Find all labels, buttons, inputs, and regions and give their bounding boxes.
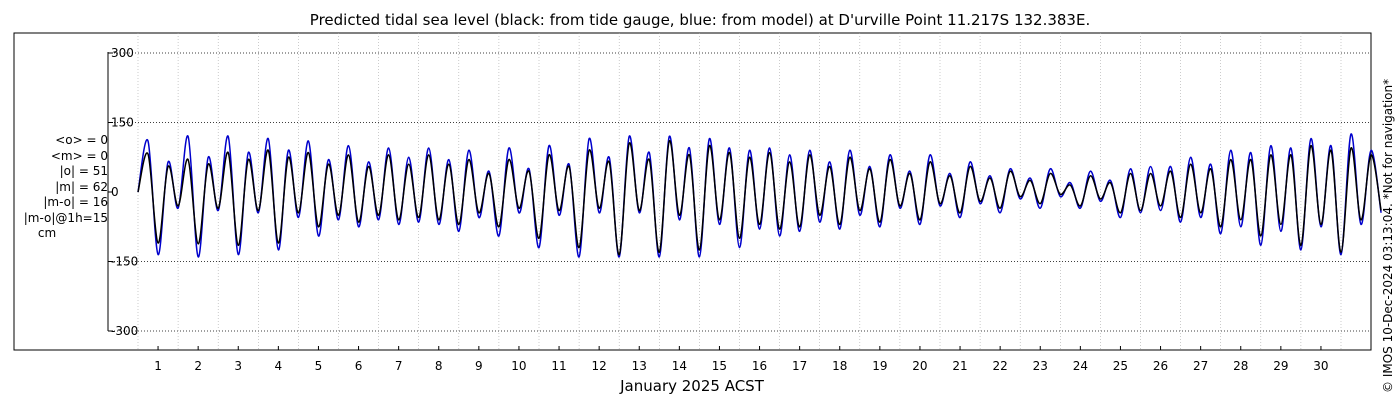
series-line-tide-gauge <box>137 140 1382 256</box>
y-tick-label: 0 <box>111 185 119 199</box>
x-tick-label: 3 <box>234 359 242 373</box>
x-tick-label: 19 <box>872 359 887 373</box>
x-tick-label: 24 <box>1073 359 1088 373</box>
chart-title: Predicted tidal sea level (black: from t… <box>310 11 1090 29</box>
stat-mean-obs: <o> = 0 <box>55 133 108 147</box>
x-tick-label: 18 <box>832 359 847 373</box>
y-tick-label: -150 <box>111 255 138 269</box>
plot-frame <box>13 32 1372 351</box>
y-tick-label: 150 <box>111 116 134 130</box>
stat-mean-model: <m> = 0 <box>50 148 108 163</box>
y-tick-label: 300 <box>111 46 134 60</box>
x-axis-label: January 2025 ACST <box>619 377 765 395</box>
stat-abs-diff-1h: |m-o|@1h=15 <box>23 210 108 225</box>
credit-text: © IMOS 10-Dec-2024 03:13:04. *Not for na… <box>1381 78 1395 393</box>
x-tick-label: 20 <box>912 359 927 373</box>
x-tick-label: 23 <box>1033 359 1048 373</box>
x-tick-label: 2 <box>194 359 202 373</box>
statistics-panel: <o> = 0 <m> = 0 |o| = 51 |m| = 62 |m-o| … <box>4 133 108 242</box>
stat-abs-diff: |m-o| = 16 <box>43 195 108 209</box>
x-tick-label: 12 <box>592 359 607 373</box>
x-tick-label: 4 <box>275 359 283 373</box>
x-tick-label: 13 <box>632 359 647 373</box>
x-tick-label: 28 <box>1233 359 1248 373</box>
x-tick-label: 7 <box>395 359 403 373</box>
x-tick-label: 6 <box>355 359 363 373</box>
x-tick-label: 10 <box>511 359 526 373</box>
x-tick-label: 1 <box>154 359 162 373</box>
series-lines <box>137 133 1382 258</box>
x-tick-label: 16 <box>752 359 767 373</box>
stat-unit: cm <box>37 226 57 240</box>
y-tick-label: -300 <box>111 324 138 338</box>
stat-abs-model: |m| = 62 <box>55 179 108 194</box>
x-tick-label: 22 <box>993 359 1008 373</box>
x-tick-label: 27 <box>1193 359 1208 373</box>
x-tick-label: 9 <box>475 359 483 373</box>
grid-lines <box>108 33 1371 350</box>
x-ticks: 1 2 3 4 5 6 7 8 9 10 11 12 13 14 15 16 17 18 19 20 21 22 23 24 2… <box>154 346 1329 373</box>
x-tick-label: 17 <box>792 359 807 373</box>
x-tick-label: 11 <box>551 359 566 373</box>
x-tick-label: 5 <box>315 359 323 373</box>
stat-abs-obs: |o| = 51 <box>59 164 108 178</box>
x-tick-label: 26 <box>1153 359 1168 373</box>
y-ticks: -300 -150 0 150 300 <box>108 46 138 338</box>
x-tick-label: 29 <box>1273 359 1288 373</box>
x-tick-label: 30 <box>1313 359 1328 373</box>
x-tick-label: 15 <box>712 359 727 373</box>
x-tick-label: 21 <box>952 359 967 373</box>
x-tick-label: 8 <box>435 359 443 373</box>
x-tick-label: 14 <box>672 359 687 373</box>
x-tick-label: 25 <box>1113 359 1128 373</box>
